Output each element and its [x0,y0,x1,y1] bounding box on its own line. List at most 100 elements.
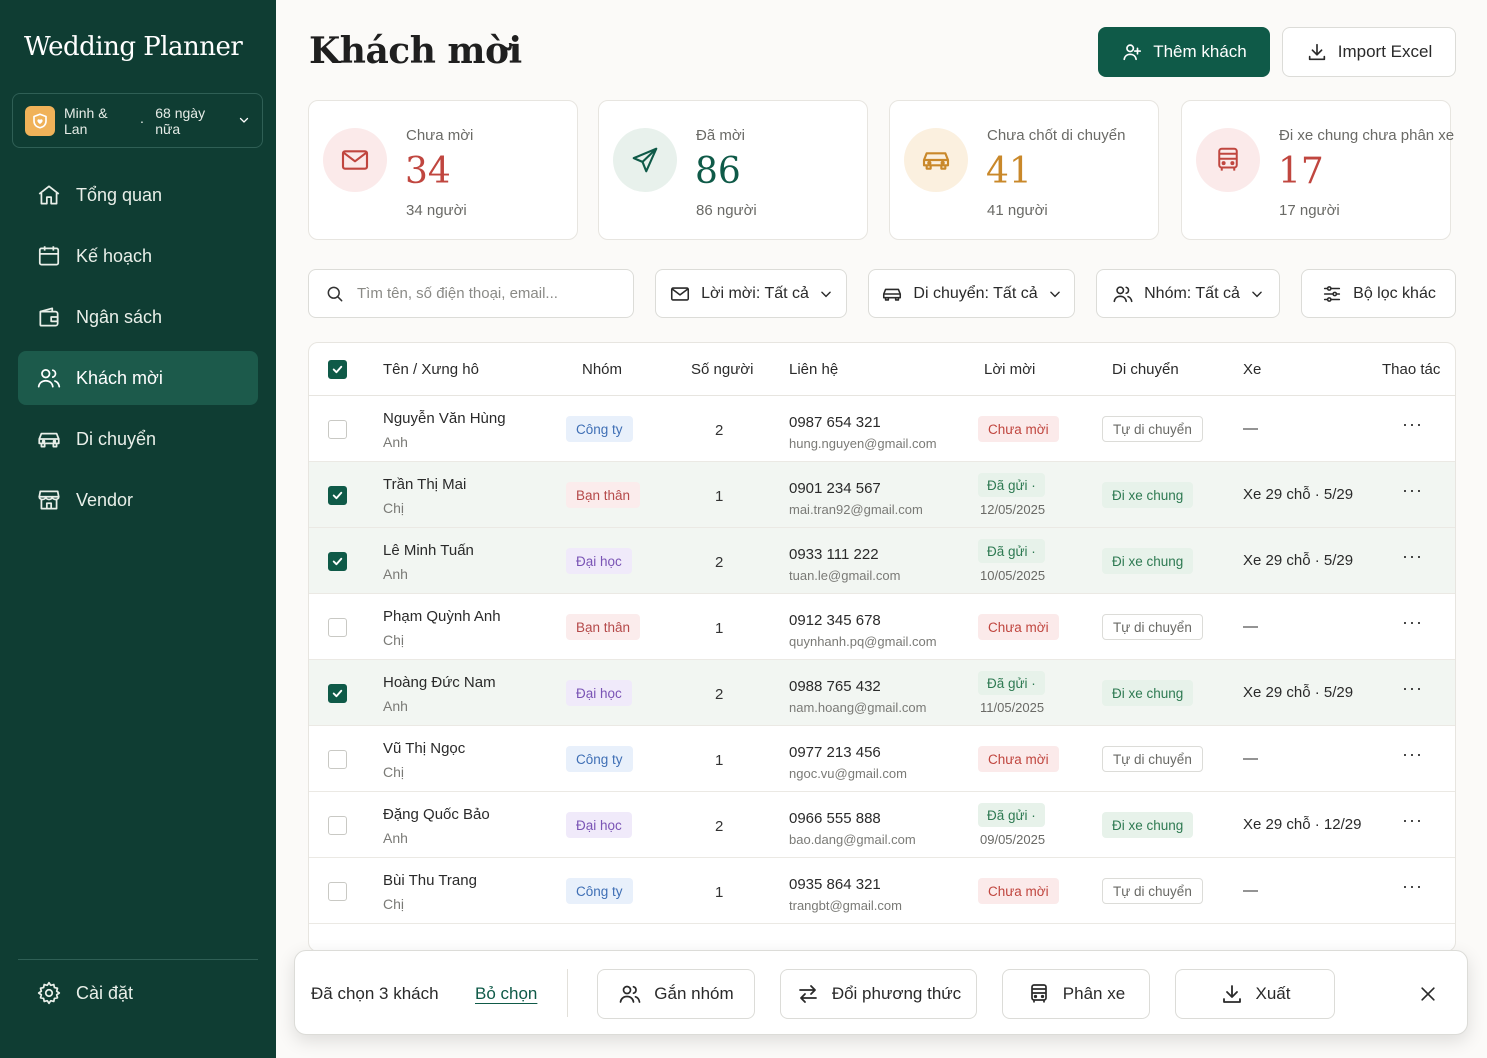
row-checkbox[interactable] [328,882,347,901]
change-method-button[interactable]: Đổi phương thức [780,969,977,1019]
group-badge: Bạn thân [566,482,641,508]
column-header-transport[interactable]: Di chuyển [1112,361,1179,378]
stat-card-shared-bus-unassigned[interactable]: Đi xe chung chưa phân xe 17 17 người [1181,100,1455,240]
car-assignment: — [1243,618,1258,635]
more-actions-icon[interactable]: ··· [1402,678,1423,698]
table-row[interactable]: Nguyễn Văn Hùng Anh Công ty 2 0987 654 321 hu… [309,396,1455,462]
row-checkbox[interactable] [328,816,347,835]
transport-badge: Đi xe chung [1102,548,1194,574]
row-checkbox[interactable] [328,486,347,505]
car-icon [38,432,60,448]
table-row[interactable]: Phạm Quỳnh Anh Chị Bạn thân 1 0912 345 678 qu… [309,594,1455,660]
row-checkbox[interactable] [328,618,347,637]
table-row[interactable]: Bùi Thu Trang Chị Công ty 1 0935 864 321 tran… [309,858,1455,924]
stat-icon-circle [1196,128,1260,192]
column-header-invite[interactable]: Lời mời [984,361,1036,378]
column-header-car[interactable]: Xe [1243,361,1262,378]
more-actions-icon[interactable]: ··· [1402,414,1423,434]
row-checkbox[interactable] [328,420,347,439]
add-guest-button[interactable]: Thêm khách [1098,27,1270,77]
more-actions-icon[interactable]: ··· [1402,744,1423,764]
table-row[interactable]: Hoàng Đức Nam Anh Đại học 2 0988 765 432 nam.… [309,660,1455,726]
more-actions-icon[interactable]: ··· [1402,810,1423,830]
search-box[interactable] [308,269,634,318]
sidebar-item-settings[interactable]: Cài đặt [36,980,133,1006]
column-header-contact[interactable]: Liên hệ [789,361,839,378]
sidebar-divider [18,959,258,960]
column-header-count[interactable]: Số người [691,361,754,378]
export-label: Xuất [1255,984,1291,1003]
stat-card-transport-pending[interactable]: Chưa chốt di chuyển 41 41 người [889,100,1159,240]
car-assignment: Xe 29 chỗ · 5/29 [1243,552,1354,569]
download-icon [1308,43,1325,61]
stat-card-not-invited[interactable]: Chưa mời 34 34 người [308,100,578,240]
sidebar-item-vendor[interactable]: Vendor [18,473,258,527]
stat-label: Đi xe chung chưa phân xe [1279,127,1455,144]
invite-status-badge: Đã gửi · [978,539,1045,563]
app-brand: Wedding Planner [24,32,243,62]
transport-badge: Đi xe chung [1102,812,1194,838]
invite-status-badge: Chưa mời [978,746,1059,772]
heart-icon [25,105,55,136]
guest-email: hung.nguyen@gmail.com [789,436,937,451]
import-excel-button[interactable]: Import Excel [1282,27,1456,77]
more-actions-icon[interactable]: ··· [1402,480,1423,500]
stat-icon-circle [323,128,387,192]
gear-icon [37,981,61,1005]
export-button[interactable]: Xuất [1175,969,1335,1019]
more-actions-icon[interactable]: ··· [1402,876,1423,896]
assign-group-button[interactable]: Gắn nhóm [597,969,755,1019]
row-checkbox[interactable] [328,552,347,571]
row-checkbox[interactable] [328,750,347,769]
invite-status-badge: Đã gửi · [978,473,1045,497]
car-icon [883,288,902,301]
group-badge: Bạn thân [566,614,641,640]
sidebar-item-plan[interactable]: Kế hoạch [18,229,258,283]
wallet-icon [39,307,59,327]
guest-title: Anh [383,566,408,582]
invite-date: 09/05/2025 [980,832,1046,847]
invite-filter-dropdown[interactable]: Lời mời: Tất cả [655,269,847,318]
couple-selector[interactable]: Minh & Lan · 68 ngày nữa [12,93,263,148]
guest-count: 2 [715,818,724,835]
row-checkbox[interactable] [328,684,347,703]
invite-status-badge: Chưa mời [978,614,1059,640]
group-filter-dropdown[interactable]: Nhóm: Tất cả [1096,269,1280,318]
invite-date: 10/05/2025 [980,568,1046,583]
transport-filter-dropdown[interactable]: Di chuyển: Tất cả [868,269,1075,318]
sidebar-item-transport[interactable]: Di chuyển [18,412,258,466]
stat-label: Chưa chốt di chuyển [987,127,1126,144]
table-row[interactable]: Trần Thị Mai Chị Bạn thân 1 0901 234 567 mai.… [309,462,1455,528]
guest-phone: 0901 234 567 [789,480,881,497]
assign-car-button[interactable]: Phân xe [1002,969,1150,1019]
page-title: Khách mời [309,30,522,72]
guest-title: Anh [383,830,408,846]
stat-card-invited[interactable]: Đã mời 86 86 người [598,100,868,240]
column-header-name[interactable]: Tên / Xưng hô [383,361,479,378]
stat-label: Đã mời [696,127,746,144]
search-input[interactable] [357,285,617,302]
more-filters-button[interactable]: Bộ lọc khác [1301,269,1456,318]
deselect-link[interactable]: Bỏ chọn [475,984,538,1003]
table-row[interactable]: Vũ Thị Ngọc Chị Công ty 1 0977 213 456 ngoc.v… [309,726,1455,792]
more-actions-icon[interactable]: ··· [1402,612,1423,632]
guest-email: quynhanh.pq@gmail.com [789,634,937,649]
group-badge: Đại học [566,548,632,574]
bulk-action-bar: Đã chọn 3 khách Bỏ chọn Gắn nhóm Đổi phư… [294,950,1468,1035]
guest-phone: 0933 111 222 [789,546,879,563]
more-actions-icon[interactable]: ··· [1402,546,1423,566]
add-guest-label: Thêm khách [1153,42,1247,61]
guest-phone: 0935 864 321 [789,876,881,893]
settings-label: Cài đặt [76,982,134,1003]
select-all-checkbox[interactable] [328,360,347,379]
sidebar-item-guests[interactable]: Khách mời [18,351,258,405]
sidebar-item-overview[interactable]: Tổng quan [18,168,258,222]
stat-value: 17 [1278,151,1324,192]
sidebar-item-budget[interactable]: Ngân sách [18,290,258,344]
selected-count: Đã chọn 3 khách [311,984,439,1003]
column-header-group[interactable]: Nhóm [582,361,623,378]
table-row[interactable]: Đặng Quốc Bảo Anh Đại học 2 0966 555 888 bao.… [309,792,1455,858]
close-icon[interactable] [1418,984,1438,1009]
stat-label: Chưa mời [406,127,474,144]
table-row[interactable]: Lê Minh Tuấn Anh Đại học 2 0933 111 222 tuan.… [309,528,1455,594]
